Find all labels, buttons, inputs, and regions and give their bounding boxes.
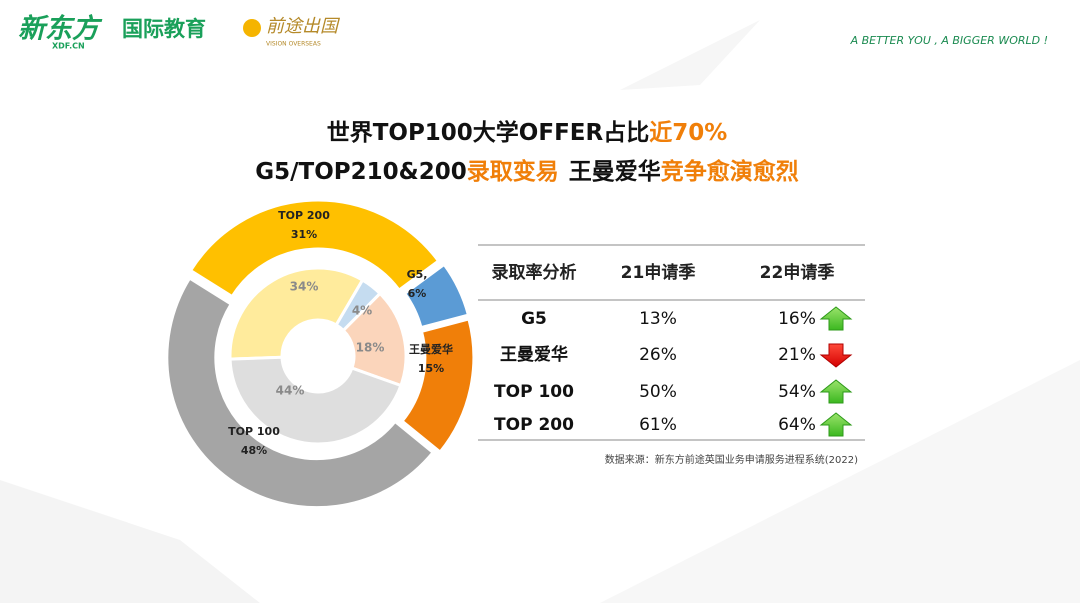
- table-cell: TOP 200: [494, 415, 574, 435]
- table-cell: TOP 100: [494, 382, 574, 402]
- doughnut-segment: [228, 266, 365, 361]
- title-highlight: 录取变易: [467, 158, 559, 185]
- table-header: 录取率分析: [492, 262, 577, 283]
- slogan: A BETTER YOU , A BIGGER WORLD !: [850, 34, 1048, 47]
- inner-value-label: 34%: [290, 280, 319, 294]
- table-cell: 王曼爱华: [500, 344, 568, 365]
- brand: 国际教育: [122, 17, 206, 41]
- title-part: 王曼爱华: [569, 158, 661, 185]
- table-cell: 54%: [778, 382, 816, 402]
- doughnut-segment: [188, 198, 441, 299]
- title-highlight: 近70%: [649, 120, 727, 146]
- segment-label: TOP 200: [278, 209, 330, 222]
- table-cell: 16%: [778, 309, 816, 329]
- logo: 新东方: [18, 14, 103, 45]
- bg-shape: [0, 480, 260, 603]
- segment-label: G5,: [407, 268, 428, 281]
- segment-value-label: 48%: [241, 444, 267, 457]
- title-line1: 世界TOP100大学OFFER占比近70%: [327, 119, 728, 146]
- source: 数据来源：新东方前途英国业务申请服务进程系统(2022): [605, 453, 858, 466]
- arrow-up: [819, 306, 853, 331]
- title-line2: G5/TOP210&200录取变易 王曼爱华竞争愈演愈烈: [255, 158, 798, 185]
- doughnut-segment: [228, 355, 403, 446]
- table-cell: G5: [521, 309, 547, 329]
- arrow-up: [819, 412, 853, 437]
- segment-value-label: 6%: [408, 287, 427, 300]
- table-cell: 64%: [778, 415, 816, 435]
- table-cell: 13%: [639, 309, 677, 329]
- bg-shape: [600, 360, 1080, 603]
- partner-sub: VISION OVERSEAS: [266, 41, 321, 48]
- table-cell: 21%: [778, 345, 816, 365]
- segment-value-label: 15%: [418, 362, 444, 375]
- segment-label: TOP 100: [228, 425, 280, 438]
- table-cell: 26%: [639, 345, 677, 365]
- segment-value-label: 31%: [291, 228, 317, 241]
- title-highlight: 竞争愈演愈烈: [661, 158, 799, 185]
- partner-icon: [243, 19, 261, 37]
- arrow-down: [819, 343, 853, 368]
- inner-value-label: 4%: [352, 304, 372, 318]
- ring-gap: [220, 258, 416, 454]
- doughnut-segment: [165, 276, 436, 510]
- table-header: 22申请季: [760, 262, 835, 283]
- segment-label: 王曼爱华: [409, 342, 453, 356]
- title-part: G5/TOP210&200: [255, 159, 466, 185]
- doughnut-segment: [400, 317, 476, 455]
- table-header: 21申请季: [621, 262, 696, 283]
- inner-value-label: 18%: [356, 341, 385, 355]
- doughnut-segment: [402, 262, 471, 330]
- inner-value-label: 44%: [276, 384, 305, 398]
- table-cell: 61%: [639, 415, 677, 435]
- bg-shape: [620, 20, 760, 90]
- partner: 前途出国: [266, 16, 341, 36]
- logo-sub: XDF.CN: [52, 42, 85, 51]
- arrow-up: [819, 379, 853, 404]
- title-part: 世界TOP100大学OFFER占比: [327, 119, 650, 146]
- table-cell: 50%: [639, 382, 677, 402]
